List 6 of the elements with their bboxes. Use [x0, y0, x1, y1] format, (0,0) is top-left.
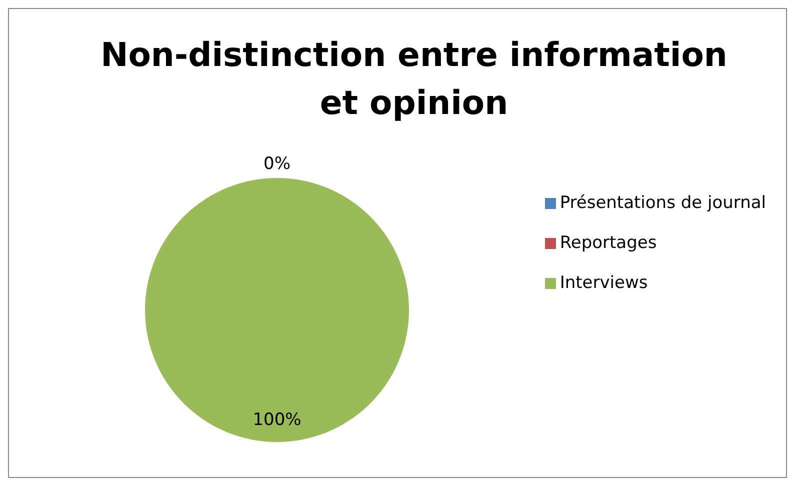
legend-label: Présentations de journal	[560, 193, 766, 213]
legend-label: Reportages	[560, 233, 657, 253]
legend-label: Interviews	[560, 273, 648, 293]
chart-title: Non-distinction entre information et opinion	[100, 34, 728, 124]
data-label: 100%	[252, 410, 302, 430]
text: 0%	[264, 154, 290, 174]
